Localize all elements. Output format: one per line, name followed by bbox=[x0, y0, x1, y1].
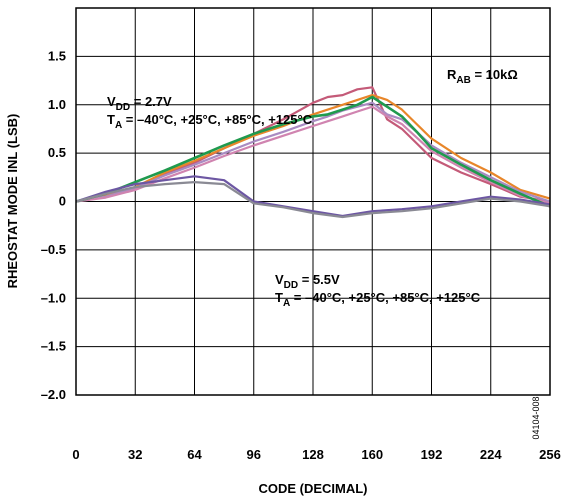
x-tick-label: 0 bbox=[72, 447, 79, 462]
vdd-5v5-label: VDD = 5.5V bbox=[275, 272, 340, 291]
y-tick-label: –1.5 bbox=[41, 339, 66, 354]
x-tick-label: 128 bbox=[302, 447, 324, 462]
y-tick-label: –2.0 bbox=[41, 387, 66, 402]
plot-frame bbox=[75, 7, 551, 396]
x-axis-title: CODE (DECIMAL) bbox=[258, 481, 367, 496]
x-tick-labels: 0 32 64 96 128 160 192 224 256 bbox=[72, 447, 560, 462]
x-tick-label: 32 bbox=[128, 447, 142, 462]
ta-5v5-label: TA = –40°C, +25°C, +85°C, +125°C bbox=[275, 290, 481, 309]
y-tick-label: 1.0 bbox=[48, 97, 66, 112]
series-layer bbox=[75, 86, 551, 219]
y-tick-labels: 1.5 1.0 0.5 0 –0.5 –1.0 –1.5 –2.0 bbox=[41, 48, 66, 402]
x-tick-label: 64 bbox=[187, 447, 202, 462]
y-tick-label: 0.5 bbox=[48, 145, 66, 160]
x-tick-label: 160 bbox=[361, 447, 383, 462]
vdd-2v7-label: VDD = 2.7V bbox=[107, 94, 172, 113]
series-line bbox=[75, 175, 551, 218]
y-tick-label: –1.0 bbox=[41, 290, 66, 305]
figure-code: 04104-008 bbox=[531, 396, 541, 439]
series-line bbox=[75, 86, 551, 203]
series-line bbox=[75, 181, 551, 219]
rab-annotation: RAB = 10kΩ bbox=[447, 67, 518, 86]
ta-2v7-label: TA = –40°C, +25°C, +85°C, +125°C bbox=[107, 112, 313, 131]
x-tick-label: 192 bbox=[421, 447, 443, 462]
y-axis-title: RHEOSTAT MODE INL (LSB) bbox=[5, 114, 20, 289]
y-tick-label: –0.5 bbox=[41, 242, 66, 257]
series-line bbox=[75, 93, 551, 203]
y-tick-label: 1.5 bbox=[48, 48, 66, 63]
series-line bbox=[75, 105, 551, 205]
series-line bbox=[75, 95, 551, 208]
y-tick-label: 0 bbox=[59, 194, 66, 209]
x-tick-label: 96 bbox=[247, 447, 261, 462]
x-tick-label: 224 bbox=[480, 447, 502, 462]
x-tick-label: 256 bbox=[539, 447, 561, 462]
